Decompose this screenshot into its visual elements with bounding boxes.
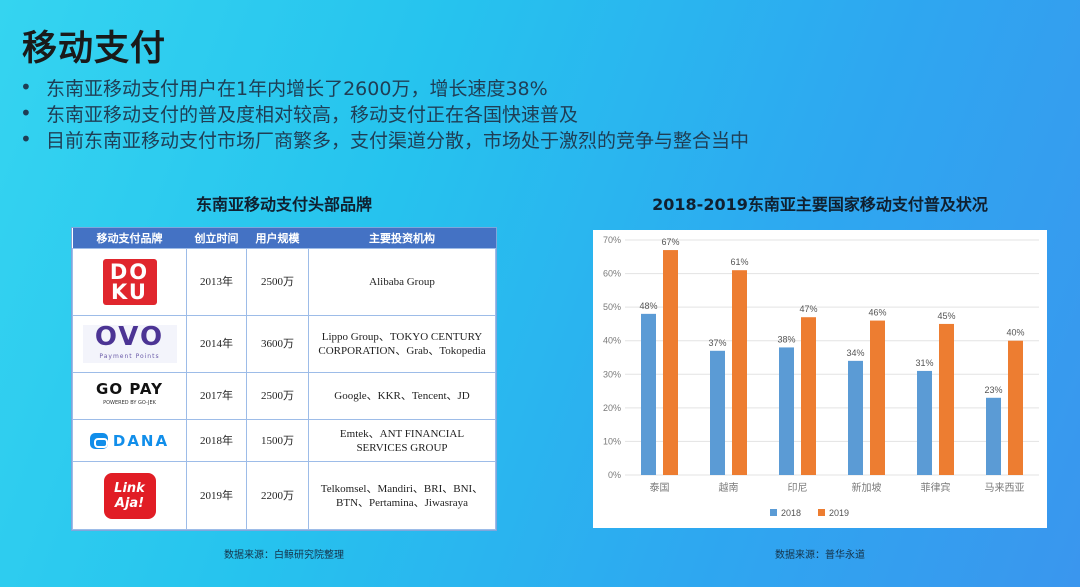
header-brand: 移动支付品牌 xyxy=(72,228,187,248)
bar-2018 xyxy=(986,397,1001,475)
data-label: 34% xyxy=(846,348,864,358)
dana-logo: DANA xyxy=(88,430,172,452)
table-row: Link Aja! 2019年 2200万 Telkomsel、Mandiri、… xyxy=(72,461,496,530)
bar-2019 xyxy=(732,270,747,475)
y-tick-label: 20% xyxy=(603,403,621,413)
table-row: DO KU 2013年 2500万 Alibaba Group xyxy=(72,247,496,317)
page-title: 移动支付 xyxy=(22,29,167,69)
y-tick-label: 10% xyxy=(603,436,621,446)
bullet-text: 目前东南亚移动支付市场厂商繁多，支付渠道分散，市场处于激烈的竞争与整合当中 xyxy=(46,129,750,152)
investors-cell: Lippo Group、TOKYO CENTURY CORPORATION、Gr… xyxy=(308,315,496,373)
bullet-item: • 目前东南亚移动支付市场厂商繁多，支付渠道分散，市场处于激烈的竞争与整合当中 xyxy=(20,126,980,152)
table-row: DANA 2018年 1500万 Emtek、ANT FINANCIAL SER… xyxy=(72,419,496,463)
bar-2018 xyxy=(848,360,863,475)
bar-2018 xyxy=(917,370,932,475)
data-label: 67% xyxy=(661,237,679,247)
y-tick-label: 40% xyxy=(603,336,621,346)
users-cell: 1500万 xyxy=(246,419,309,463)
bar-2019 xyxy=(870,320,885,475)
x-tick-label: 越南 xyxy=(719,481,739,494)
data-label: 45% xyxy=(937,311,955,321)
bar-2019 xyxy=(663,250,678,475)
header-users: 用户规模 xyxy=(246,228,309,248)
bullet-item: • 东南亚移动支付用户在1年内增长了2600万，增长速度38% xyxy=(20,74,980,100)
data-label: 40% xyxy=(1006,328,1024,338)
bar-2019 xyxy=(939,323,954,475)
data-label: 46% xyxy=(868,308,886,318)
chart-area: 0% 10% 20% 30% 40% 50% 60% 70% 48% 67% 泰国 37% 61% 越南 3… xyxy=(593,230,1047,528)
x-tick-label: 新加坡 xyxy=(852,481,882,494)
data-label: 48% xyxy=(639,301,657,311)
bullet-text: 东南亚移动支付用户在1年内增长了2600万，增长速度38% xyxy=(46,77,548,100)
bullet-marker: • xyxy=(20,127,32,151)
table-header-row: 移动支付品牌 创立时间 用户规模 主要投资机构 xyxy=(72,228,496,248)
table-caption: 东南亚移动支付头部品牌 xyxy=(195,195,372,214)
header-founded: 创立时间 xyxy=(186,228,247,248)
founded-cell: 2018年 xyxy=(186,419,247,463)
data-label: 47% xyxy=(799,304,817,314)
bar-2019 xyxy=(1008,340,1023,475)
founded-cell: 2017年 xyxy=(186,371,247,421)
bullet-list: • 东南亚移动支付用户在1年内增长了2600万，增长速度38% • 东南亚移动支… xyxy=(20,74,980,152)
wallet-icon xyxy=(89,432,108,449)
y-tick-label: 30% xyxy=(603,369,621,379)
bar-2019 xyxy=(801,317,816,475)
brand-table: 移动支付品牌 创立时间 用户规模 主要投资机构 DO KU 2013年 2500… xyxy=(71,227,497,531)
gopay-logo: GO PAY POWERED BY GO-JEK xyxy=(96,379,163,406)
table-row: OVO Payment Points 2014年 3600万 Lippo Gro… xyxy=(72,315,496,373)
data-label: 23% xyxy=(984,385,1002,395)
x-tick-label: 印尼 xyxy=(788,482,808,494)
chart-source: 数据来源：普华永道 xyxy=(775,550,865,561)
bullet-marker: • xyxy=(20,75,32,99)
investors-cell: Telkomsel、Mandiri、BRI、BNI、BTN、Pertamina、… xyxy=(308,461,496,530)
bar-2018 xyxy=(641,313,656,475)
x-tick-label: 菲律宾 xyxy=(921,481,951,494)
investors-cell: Alibaba Group xyxy=(308,247,496,317)
y-tick-label: 70% xyxy=(603,235,621,245)
y-tick-label: 0% xyxy=(608,470,621,480)
users-cell: 2200万 xyxy=(246,461,309,530)
x-tick-label: 马来西亚 xyxy=(985,482,1025,494)
x-tick-label: 泰国 xyxy=(650,481,670,494)
y-tick-label: 60% xyxy=(603,269,621,279)
bar-2018 xyxy=(779,347,794,475)
legend-swatch xyxy=(818,509,825,516)
investors-cell: Google、KKR、Tencent、JD xyxy=(308,371,496,421)
users-cell: 2500万 xyxy=(246,247,309,317)
data-label: 38% xyxy=(777,334,795,344)
founded-cell: 2019年 xyxy=(186,461,247,530)
bar-chart: 0% 10% 20% 30% 40% 50% 60% 70% 48% 67% 泰国 37% 61% 越南 3… xyxy=(603,235,1039,518)
legend-label: 2019 xyxy=(829,508,849,518)
bar-2018 xyxy=(710,350,725,475)
users-cell: 3600万 xyxy=(246,315,309,373)
y-tick-label: 50% xyxy=(603,302,621,312)
bullet-text: 东南亚移动支付的普及度相对较高，移动支付正在各国快速普及 xyxy=(46,103,579,126)
users-cell: 2500万 xyxy=(246,371,309,421)
legend-swatch xyxy=(770,509,777,516)
investors-cell: Emtek、ANT FINANCIAL SERVICES GROUP xyxy=(308,419,496,463)
table-row: GO PAY POWERED BY GO-JEK 2017年 2500万 Goo… xyxy=(72,371,496,421)
bullet-marker: • xyxy=(20,101,32,125)
founded-cell: 2014年 xyxy=(186,315,247,373)
legend-label: 2018 xyxy=(781,508,801,518)
data-label: 31% xyxy=(915,358,933,368)
chart-title: 2018-2019东南亚主要国家移动支付普及状况 xyxy=(652,195,988,214)
bullet-item: • 东南亚移动支付的普及度相对较高，移动支付正在各国快速普及 xyxy=(20,100,980,126)
ovo-logo: OVO Payment Points xyxy=(82,324,177,363)
doku-logo: DO KU xyxy=(102,258,157,305)
header-investors: 主要投资机构 xyxy=(308,228,496,248)
founded-cell: 2013年 xyxy=(186,247,247,317)
data-label: 61% xyxy=(730,257,748,267)
table-source: 数据来源：白鲸研究院整理 xyxy=(224,550,344,561)
linkaja-logo: Link Aja! xyxy=(103,472,156,519)
data-label: 37% xyxy=(708,338,726,348)
